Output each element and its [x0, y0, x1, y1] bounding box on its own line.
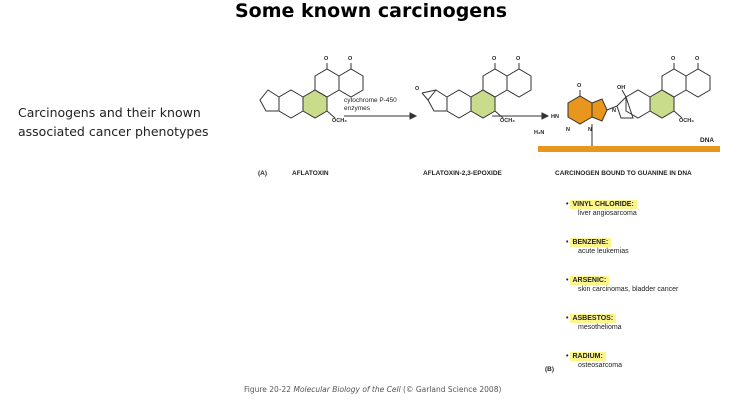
cancer-phenotype: mesothelioma [578, 324, 622, 331]
chem-och3: OCH₃ [500, 118, 515, 124]
chem-hn: HN [551, 114, 559, 120]
carcinogen-name: BENZENE: [570, 238, 612, 247]
chem-n: N [588, 127, 592, 133]
chem-h2n: H₂N [534, 130, 545, 136]
carcinogen-name: ASBESTOS: [570, 314, 617, 323]
figure-caption: Figure 20-22 Molecular Biology of the Ce… [244, 385, 502, 394]
carcinogen-list: • VINYL CHLORIDE: liver angiosarcoma • BEN… [566, 193, 736, 383]
chem-n: N [612, 108, 616, 114]
compound-label: AFLATOXIN [292, 170, 329, 177]
chem-o: O [516, 56, 521, 62]
guanine-structure [567, 90, 618, 146]
carcinogen-name: RADIUM: [570, 352, 606, 361]
arrow-label: cytochrome P-450 enzymes [344, 97, 397, 112]
dna-label: DNA [700, 137, 715, 144]
slide-title: Some known carcinogens [234, 0, 508, 22]
chem-oh: OH [617, 85, 626, 91]
chem-o: O [695, 56, 700, 62]
chem-o: O [671, 56, 676, 62]
chem-o: O [577, 83, 582, 89]
chem-o: O [348, 56, 353, 62]
chem-o: O [324, 56, 329, 62]
dna-strand [538, 146, 720, 152]
compound-label: AFLATOXIN-2,3-EPOXIDE [423, 170, 502, 177]
bound-aflatoxin-structure [616, 63, 711, 119]
list-item: • ARSENIC: skin carcinomas, bladder cance… [566, 276, 679, 293]
cancer-phenotype: acute leukemias [578, 248, 629, 255]
panel-a-label: (A) [258, 170, 268, 177]
chem-o: O [415, 86, 420, 92]
compound-label: CARCINOGEN BOUND TO GUANINE IN DNA [555, 170, 692, 177]
list-item: • VINYL CHLORIDE: liver angiosarcoma [566, 200, 637, 217]
carcinogen-name: VINYL CHLORIDE: [570, 200, 637, 209]
chem-och3: OCH₃ [679, 118, 694, 124]
cancer-phenotype: osteosarcoma [578, 362, 622, 369]
list-item: • ASBESTOS: mesothelioma [566, 314, 622, 331]
list-item: • RADIUM: osteosarcoma [566, 352, 622, 369]
list-item: • BENZENE: acute leukemias [566, 238, 629, 255]
side-description: Carcinogens and their known associated c… [18, 105, 209, 139]
aflatoxin-structure [259, 63, 364, 119]
aflatoxin-epoxide-structure [421, 63, 532, 119]
chem-o: O [492, 56, 497, 62]
chem-och3: OCH₃ [332, 118, 347, 124]
cancer-phenotype: skin carcinomas, bladder cancer [578, 286, 679, 293]
panel-b-label: (B) [545, 366, 555, 373]
chem-n: N [566, 127, 570, 133]
carcinogen-name: ARSENIC: [570, 276, 610, 285]
cancer-phenotype: liver angiosarcoma [578, 210, 637, 217]
